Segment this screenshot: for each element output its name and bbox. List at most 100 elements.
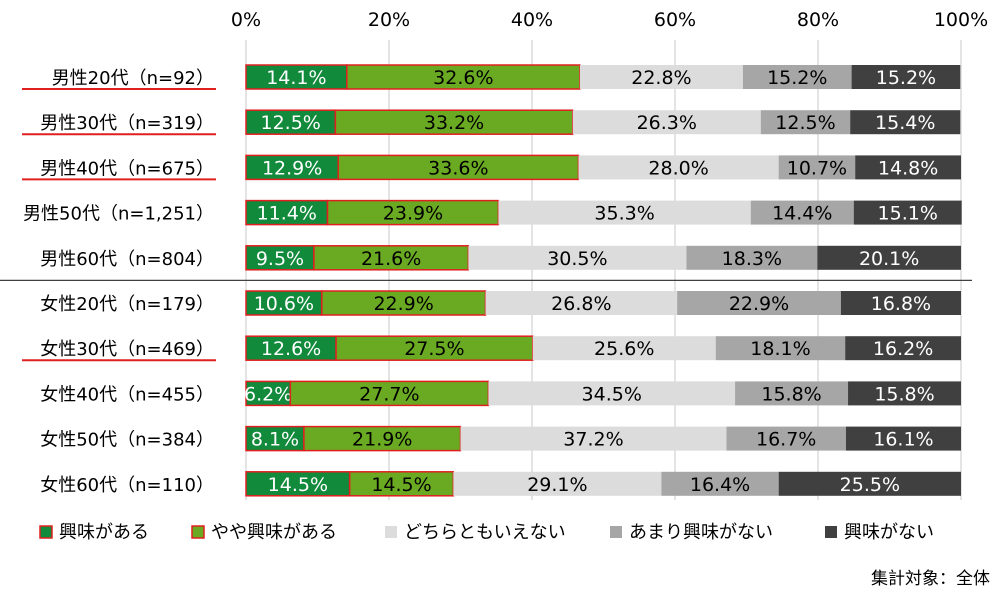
x-tick-label: 20% — [368, 9, 410, 31]
bar-value-label: 26.3% — [637, 112, 697, 134]
category-label: 男性40代（n=675） — [40, 158, 214, 179]
bar-segment — [848, 381, 961, 406]
bar-segment — [778, 155, 856, 180]
bar-value-label: 32.6% — [433, 67, 493, 89]
legend-swatch — [610, 526, 622, 538]
bar-segment — [313, 245, 470, 271]
legend-swatch — [39, 525, 53, 539]
bar-value-label: 12.6% — [261, 338, 321, 360]
category-labels: 男性20代（n=92） 男性30代（n=319） 男性40代（n=675） 男性50代… — [22, 68, 216, 496]
bar-value-label: 15.1% — [878, 203, 938, 225]
bar-value-label: 33.2% — [424, 112, 484, 134]
bars: 14.1% 32.6% 22.8% 15.2% 15.2% 12.5% 33.2% 26.3%… — [244, 64, 962, 497]
bar-segment — [485, 291, 678, 315]
bar-value-label: 25.6% — [594, 338, 654, 360]
bar-segment — [840, 291, 961, 315]
bar-value-label: 14.1% — [266, 67, 326, 89]
legend-swatch — [385, 526, 397, 538]
bar-value-label: 16.2% — [873, 338, 933, 360]
bar-segment — [245, 64, 348, 90]
category-label: 男性20代（n=92） — [52, 68, 214, 89]
bar-segment — [245, 154, 339, 181]
bar-segment — [778, 471, 961, 496]
bar-segment — [245, 245, 315, 271]
legend-label: どちらともいえない — [404, 522, 566, 543]
category-label: 女性40代（n=455） — [40, 384, 214, 405]
bar-value-label: 14.4% — [772, 203, 832, 225]
legend-label: 興味がない — [844, 522, 934, 543]
bar-value-label: 15.4% — [875, 112, 935, 134]
bar-value-label: 22.9% — [373, 293, 433, 315]
bar-segment — [677, 291, 841, 315]
bar-segment — [735, 381, 849, 406]
category-label: 女性30代（n=469） — [40, 339, 214, 360]
bar-segment — [245, 199, 329, 226]
bar-segment — [335, 335, 534, 361]
bar-segment — [845, 336, 961, 361]
x-tick-label: 0% — [231, 9, 261, 31]
bar-segment — [245, 380, 292, 407]
bar-segment — [851, 65, 961, 89]
category-label: 男性60代（n=804） — [40, 249, 214, 270]
bar-segment — [245, 471, 351, 497]
bar-segment — [488, 381, 736, 406]
legend-label: やや興味がある — [211, 522, 337, 543]
bar-value-label: 26.8% — [551, 293, 611, 315]
bar-value-label: 12.5% — [775, 112, 835, 134]
bar-segment — [726, 426, 846, 451]
bar-value-label: 35.3% — [594, 203, 654, 225]
bar-value-label: 16.1% — [873, 429, 933, 451]
bar-value-label: 6.2% — [244, 383, 292, 405]
bar-segment — [348, 471, 455, 497]
bar-segment — [334, 109, 574, 135]
bar-segment — [289, 380, 490, 407]
legend-swatch — [191, 525, 205, 539]
bar-value-label: 27.7% — [359, 383, 419, 405]
bar-value-label: 12.9% — [262, 157, 322, 179]
legend-swatch — [825, 526, 837, 538]
bar-value-label: 16.7% — [756, 429, 816, 451]
bar-segment — [245, 290, 323, 316]
bar-value-label: 15.8% — [761, 383, 821, 405]
bar-segment — [453, 471, 662, 496]
category-label: 男性50代（n=1,251） — [23, 204, 214, 225]
bar-value-label: 28.0% — [648, 157, 708, 179]
category-label: 女性60代（n=110） — [40, 475, 214, 496]
bar-segment — [686, 245, 818, 270]
bar-segment — [572, 110, 761, 135]
bar-value-label: 14.5% — [371, 474, 431, 496]
bar-value-label: 30.5% — [547, 248, 607, 270]
bar-segment — [245, 335, 337, 361]
x-tick-label: 80% — [797, 9, 839, 31]
bar-value-label: 37.2% — [563, 429, 623, 451]
category-label: 女性50代（n=384） — [40, 430, 214, 451]
legend: 興味がある やや興味がある どちらともいえない あまり興味がない 興味がない — [39, 522, 934, 543]
bar-segment — [715, 336, 846, 361]
bar-value-label: 9.5% — [256, 248, 304, 270]
bar-segment — [817, 245, 961, 270]
bar-value-label: 10.7% — [787, 157, 847, 179]
bar-value-label: 33.6% — [428, 157, 488, 179]
bar-segment — [760, 110, 851, 135]
bar-value-label: 11.4% — [257, 203, 317, 225]
bar-value-label: 29.1% — [527, 474, 587, 496]
bar-segment — [850, 110, 961, 135]
bar-segment — [750, 200, 854, 225]
bar-value-label: 23.9% — [383, 203, 443, 225]
bar-segment — [326, 199, 500, 226]
x-tick-label: 60% — [654, 9, 696, 31]
bar-value-label: 14.5% — [268, 474, 328, 496]
legend-label: 興味がある — [59, 522, 149, 543]
bar-value-label: 15.2% — [876, 67, 936, 89]
bar-segment — [853, 200, 962, 225]
bar-value-label: 21.6% — [361, 248, 421, 270]
bar-value-label: 14.8% — [878, 157, 938, 179]
bar-segment — [578, 155, 779, 180]
bar-value-label: 16.4% — [690, 474, 750, 496]
bar-segment — [337, 154, 580, 181]
bar-segment — [742, 65, 852, 89]
category-label: 女性20代（n=179） — [40, 294, 214, 315]
bar-value-label: 25.5% — [840, 474, 900, 496]
bar-segment — [460, 426, 727, 451]
